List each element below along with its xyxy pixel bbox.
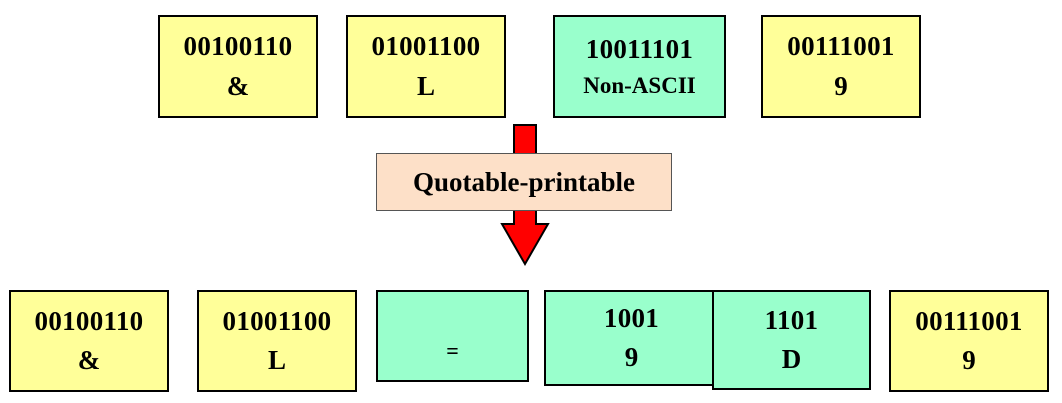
- encoded-byte-6: 00111001 9: [889, 290, 1049, 392]
- encoded-byte-6-char: 9: [962, 345, 976, 375]
- source-byte-1: 00100110 &: [158, 15, 318, 118]
- encoded-byte-1: 00100110 &: [9, 290, 169, 392]
- source-byte-3-non-ascii: 10011101 Non-ASCII: [553, 15, 726, 118]
- encoded-hex-digit-2-bits: 1101: [764, 304, 819, 335]
- encoded-byte-1-char: &: [77, 345, 101, 375]
- source-byte-2-char: L: [416, 70, 435, 101]
- encoded-hex-digit-2-char: D: [781, 344, 802, 374]
- source-byte-2: 01001100 L: [346, 15, 506, 118]
- source-byte-1-bits: 00100110: [183, 31, 293, 62]
- encoded-hex-digit-1: 1001 9: [544, 290, 719, 386]
- encoded-byte-2-char: L: [267, 345, 286, 375]
- encoded-byte-1-bits: 00100110: [34, 305, 144, 336]
- source-byte-4-char: 9: [834, 70, 848, 101]
- encoded-equals-marker: =: [376, 290, 529, 382]
- encoded-byte-6-bits: 00111001: [915, 305, 1023, 336]
- source-byte-3-bits: 10011101: [585, 34, 694, 65]
- source-byte-4: 00111001 9: [761, 15, 921, 118]
- encoded-byte-2: 01001100 L: [197, 290, 357, 392]
- encoding-label: Quotable-printable: [376, 153, 672, 211]
- encoded-equals-char: =: [446, 338, 459, 364]
- encoded-hex-digit-1-bits: 1001: [603, 302, 660, 333]
- encoded-byte-2-bits: 01001100: [222, 305, 332, 336]
- encoded-hex-digit-2: 1101 D: [712, 290, 871, 390]
- encoded-hex-digit-1-char: 9: [624, 342, 639, 372]
- source-byte-2-bits: 01001100: [371, 31, 481, 62]
- source-byte-4-bits: 00111001: [787, 31, 895, 62]
- source-byte-3-char: Non-ASCII: [583, 73, 696, 99]
- source-byte-1-char: &: [226, 70, 250, 101]
